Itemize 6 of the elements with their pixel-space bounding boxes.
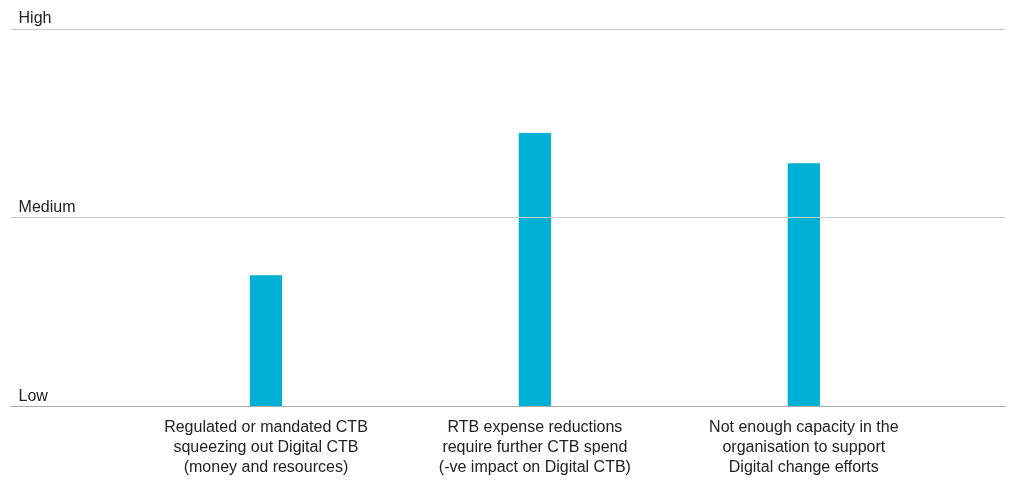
x-tick-label: Not enough capacity in the organisation to support Digital change efforts bbox=[709, 417, 899, 476]
ref-line-label: High bbox=[18, 9, 52, 27]
annotation: Low bbox=[18, 386, 49, 404]
x-tick-label: Regulated or mandated CTB squeezing out Digital CTB (money and resources) bbox=[164, 417, 368, 476]
ref-line-label: Medium bbox=[18, 197, 76, 215]
x-tick-label: RTB expense reductions require further CTB spend (-ve impact on Digital CTB) bbox=[438, 417, 631, 476]
